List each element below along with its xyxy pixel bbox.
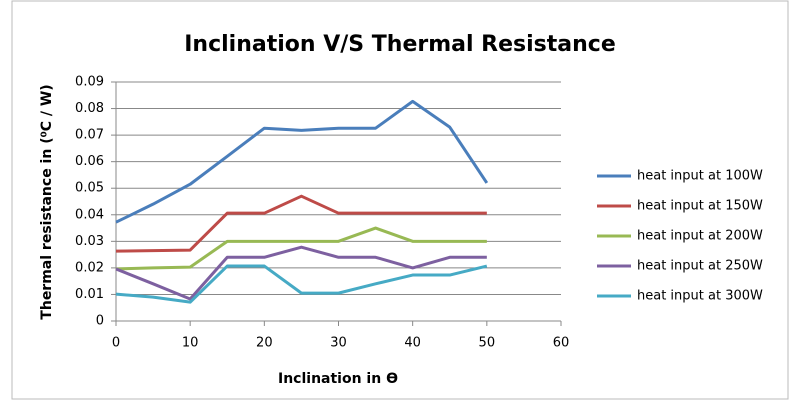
y-tick-label: 0 [96, 314, 104, 329]
data-line [115, 99, 489, 224]
y-tick-label: 0.03 [75, 234, 104, 249]
x-axis-title: Inclination in ϴ [278, 371, 398, 387]
y-tick-label: 0.05 [75, 181, 104, 196]
y-tick-label: 0.01 [75, 287, 104, 302]
x-tick-label: 60 [553, 336, 570, 351]
y-tick-label: 0.08 [75, 101, 104, 116]
x-tick-label: 40 [404, 336, 421, 351]
legend-label: heat input at 300W [637, 289, 763, 304]
legend-label: heat input at 250W [637, 259, 763, 274]
y-tick-label: 0.07 [75, 128, 104, 143]
legend-label: heat input at 200W [637, 229, 763, 244]
chart-title: Inclination V/S Thermal Resistance [184, 32, 616, 57]
x-tick-label: 20 [256, 336, 273, 351]
data-line [115, 264, 488, 304]
legend-label: heat input at 150W [637, 199, 763, 214]
data-line [115, 226, 487, 271]
x-tick-label: 30 [330, 336, 347, 351]
data-line [115, 245, 487, 301]
y-tick-label: 0.09 [75, 75, 104, 90]
y-tick-label: 0.02 [75, 260, 104, 275]
chart-frame [11, 0, 789, 400]
y-tick-label: 0.04 [75, 207, 104, 222]
y-axis-title: Thermal resistance in (⁰C / W) [39, 84, 55, 319]
x-tick-label: 0 [112, 336, 120, 351]
x-tick-label: 50 [479, 336, 496, 351]
data-line [115, 194, 487, 253]
legend-label: heat input at 100W [637, 169, 763, 184]
x-tick-label: 10 [182, 336, 199, 351]
y-tick-label: 0.06 [75, 154, 104, 169]
